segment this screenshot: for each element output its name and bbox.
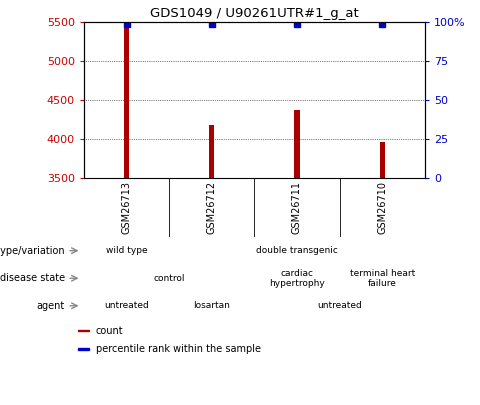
Text: GSM26712: GSM26712 xyxy=(207,181,217,234)
Text: wild type: wild type xyxy=(106,246,147,255)
Text: double transgenic: double transgenic xyxy=(256,246,338,255)
Bar xyxy=(78,348,89,350)
Title: GDS1049 / U90261UTR#1_g_at: GDS1049 / U90261UTR#1_g_at xyxy=(150,7,359,20)
Text: untreated: untreated xyxy=(104,301,149,310)
Bar xyxy=(209,125,215,178)
Bar xyxy=(78,330,89,331)
Text: GSM26713: GSM26713 xyxy=(121,181,132,234)
Text: disease state: disease state xyxy=(0,273,65,283)
Text: losartan: losartan xyxy=(193,301,230,310)
Text: genotype/variation: genotype/variation xyxy=(0,246,65,256)
Text: cardiac
hypertrophy: cardiac hypertrophy xyxy=(269,269,325,288)
Bar xyxy=(380,142,385,178)
Text: untreated: untreated xyxy=(317,301,362,310)
Bar xyxy=(124,24,129,178)
Text: agent: agent xyxy=(36,301,65,311)
Text: GSM26710: GSM26710 xyxy=(377,181,387,234)
Text: terminal heart
failure: terminal heart failure xyxy=(349,269,415,288)
Bar xyxy=(294,111,300,178)
Text: control: control xyxy=(154,274,185,283)
Text: GSM26711: GSM26711 xyxy=(292,181,302,234)
Text: count: count xyxy=(96,326,124,336)
Text: percentile rank within the sample: percentile rank within the sample xyxy=(96,344,261,354)
